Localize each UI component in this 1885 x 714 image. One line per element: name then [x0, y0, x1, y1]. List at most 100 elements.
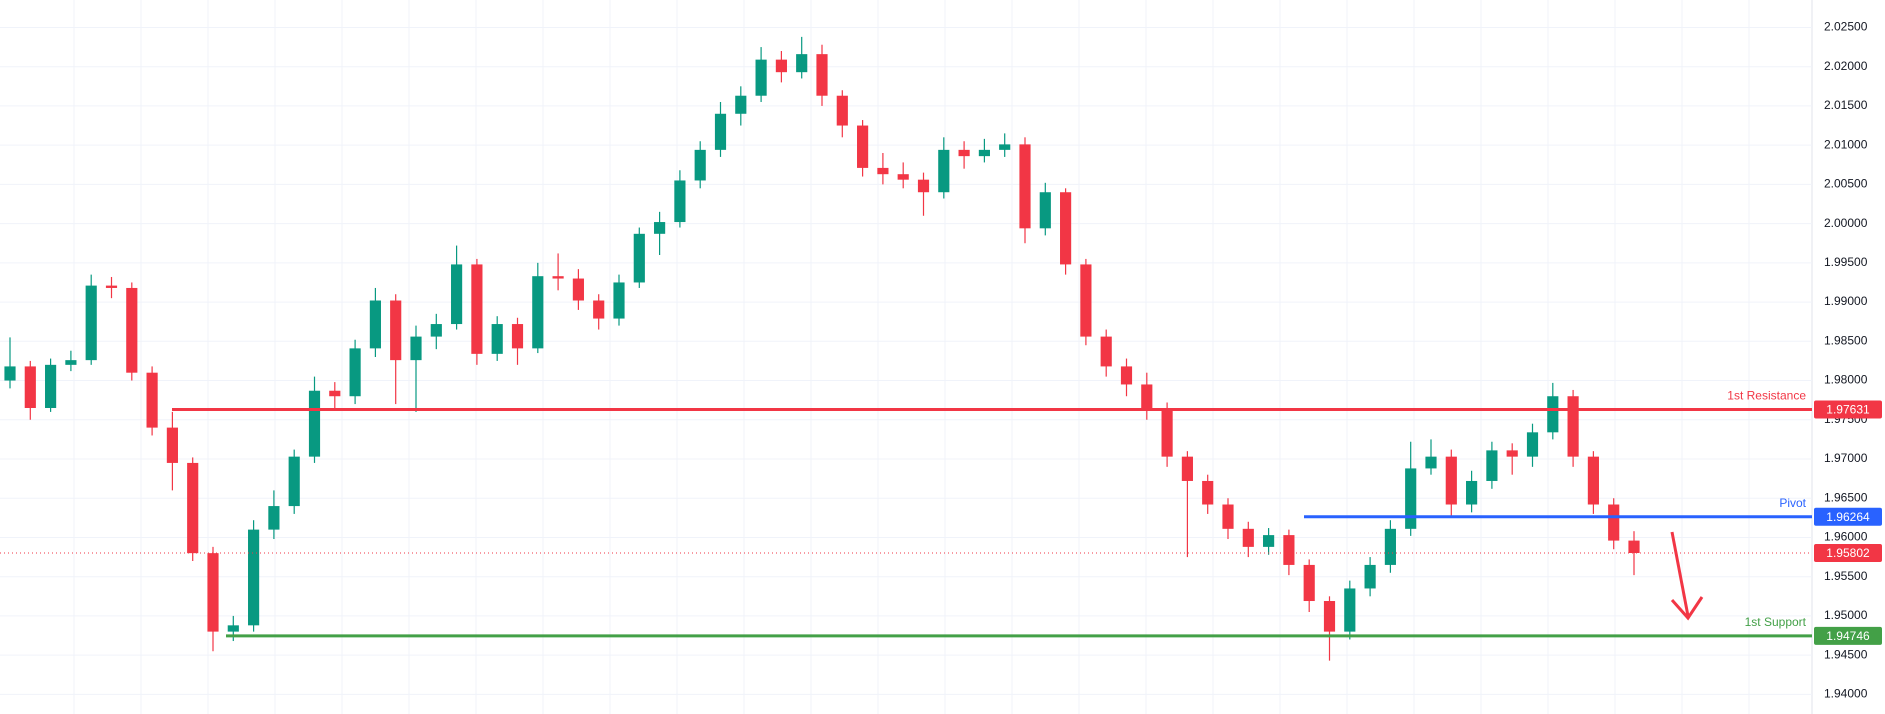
- candle-body: [1384, 528, 1396, 565]
- candle-body: [491, 324, 503, 354]
- candle-body: [65, 360, 77, 365]
- candle-body: [1344, 588, 1356, 632]
- candle-body: [958, 149, 970, 157]
- candle-body: [166, 427, 178, 463]
- candle-body: [1222, 504, 1234, 529]
- candle-body: [1263, 535, 1275, 547]
- candle-body: [735, 95, 747, 114]
- forecast-arrow: [1670, 531, 1704, 621]
- level-name: 1st Support: [1745, 615, 1807, 629]
- candle-body: [1608, 504, 1620, 541]
- candle-body: [1202, 480, 1214, 505]
- level-name: Pivot: [1779, 496, 1806, 510]
- candle-body: [1526, 432, 1539, 457]
- candle-body: [390, 300, 402, 361]
- level-price-label: 1.94746: [1826, 629, 1870, 643]
- y-tick-label: 1.98500: [1824, 333, 1868, 347]
- candle-body: [1242, 528, 1254, 547]
- candle-body: [917, 179, 930, 193]
- arrow-head: [1670, 596, 1704, 621]
- candle-body: [1323, 601, 1336, 632]
- y-tick-label: 1.94500: [1824, 647, 1868, 661]
- candle-body: [1486, 450, 1498, 481]
- candle-body: [451, 264, 463, 325]
- candle-body: [105, 285, 118, 288]
- candle-body: [1060, 192, 1072, 265]
- candle-body: [471, 264, 483, 354]
- candle-body: [654, 222, 666, 234]
- candle-body: [1466, 480, 1478, 505]
- candle-body: [126, 287, 138, 373]
- candle-body: [694, 149, 706, 181]
- candle-body: [24, 366, 36, 408]
- candle-body: [430, 324, 442, 337]
- candle-body: [978, 149, 990, 157]
- candle-body: [1019, 144, 1031, 229]
- arrow-shaft: [1670, 531, 1690, 617]
- y-tick-label: 1.97000: [1824, 451, 1868, 465]
- candle-body: [146, 372, 158, 428]
- candle-body: [511, 324, 524, 349]
- candle-body: [1405, 468, 1417, 529]
- candle-body: [45, 364, 57, 408]
- candle-body: [1141, 384, 1153, 408]
- candle-body: [1039, 192, 1051, 229]
- level-tag: [1814, 400, 1882, 419]
- candle-body: [227, 625, 239, 632]
- candle-body: [1506, 450, 1518, 457]
- y-tick-label: 2.01500: [1824, 98, 1868, 112]
- candle-body: [268, 506, 280, 530]
- candle-body: [1547, 396, 1559, 433]
- candle-body: [85, 285, 97, 361]
- candle-body: [633, 233, 645, 283]
- candle-body: [207, 553, 219, 632]
- candle-body: [552, 276, 564, 279]
- candle-body: [1181, 456, 1193, 481]
- y-tick-label: 2.00500: [1824, 177, 1868, 191]
- candle-body: [1283, 535, 1295, 565]
- candle-body: [329, 390, 341, 397]
- candle-body: [248, 529, 260, 626]
- candle-body: [1080, 264, 1092, 337]
- candle-body: [288, 456, 300, 507]
- candle-body: [369, 300, 381, 349]
- y-tick-label: 1.96500: [1824, 490, 1868, 504]
- candle-body: [613, 282, 625, 319]
- y-tick-label: 2.02000: [1824, 59, 1868, 73]
- candle-body: [1364, 564, 1376, 589]
- y-tick-label: 1.99000: [1824, 294, 1868, 308]
- level-price-label: 1.96264: [1826, 510, 1870, 524]
- y-tick-label: 2.02500: [1824, 20, 1868, 34]
- candle-body: [1100, 336, 1112, 367]
- y-tick-label: 1.95500: [1824, 569, 1868, 583]
- candle-body: [349, 348, 361, 397]
- candle-body: [796, 54, 808, 73]
- candle-body: [775, 59, 787, 73]
- candle-body: [836, 95, 848, 126]
- y-tick-label: 1.95000: [1824, 608, 1868, 622]
- current-price-label: 1.95802: [1826, 546, 1870, 560]
- y-tick-label: 1.99500: [1824, 255, 1868, 269]
- candle-body: [593, 300, 605, 319]
- y-tick-label: 2.01000: [1824, 137, 1868, 151]
- candle-body: [1120, 366, 1133, 385]
- candle-body: [1161, 408, 1173, 457]
- level-name: 1st Resistance: [1727, 389, 1806, 403]
- candle-body: [816, 54, 828, 96]
- candle-body: [674, 180, 686, 223]
- candle-body: [308, 390, 321, 457]
- candle-body: [1445, 456, 1457, 505]
- candle-body: [187, 462, 199, 554]
- candle-body: [1587, 456, 1599, 505]
- y-tick-label: 2.00000: [1824, 216, 1868, 230]
- level-price-label: 1.97631: [1826, 403, 1870, 417]
- candle-body: [1425, 456, 1437, 469]
- candle-body: [999, 144, 1011, 150]
- y-tick-label: 1.98000: [1824, 373, 1868, 387]
- candle-body: [1303, 564, 1315, 602]
- candle-body: [714, 113, 727, 150]
- candle-body: [857, 125, 869, 168]
- candle-body: [755, 59, 767, 96]
- candle-body: [572, 278, 584, 301]
